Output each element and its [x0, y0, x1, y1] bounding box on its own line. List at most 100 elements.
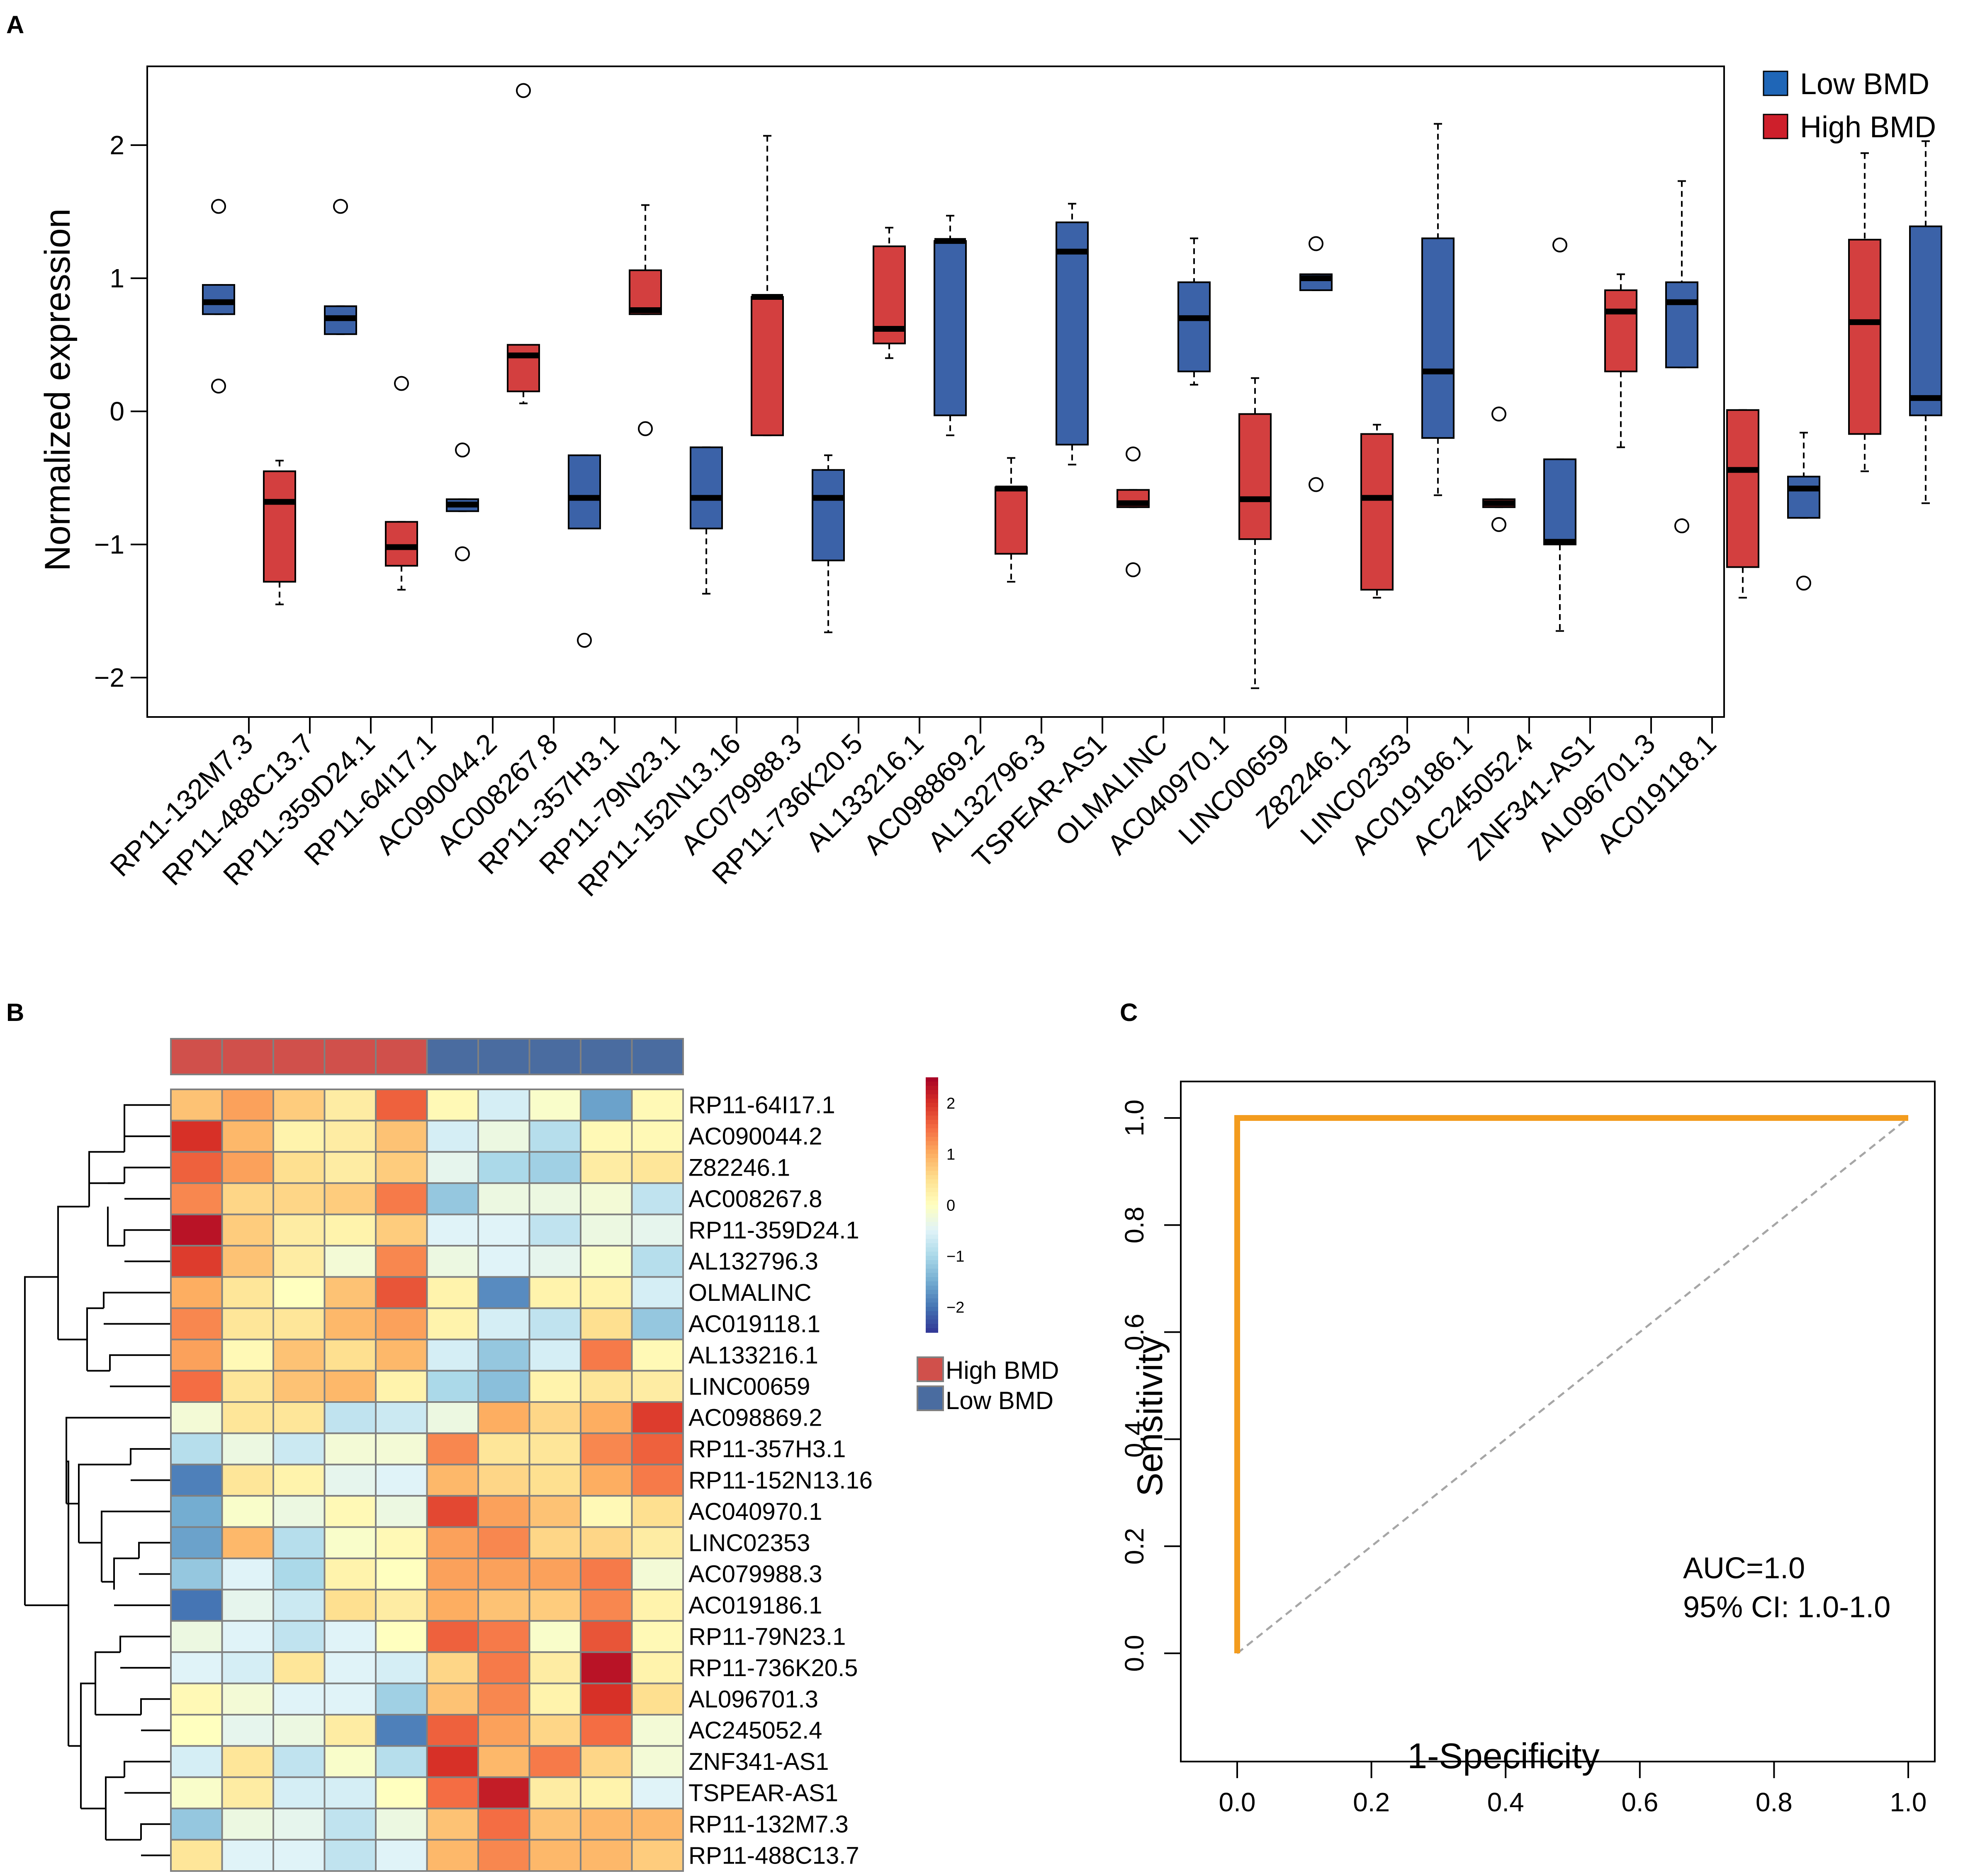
row-label: Z82246.1	[688, 1154, 790, 1181]
row-label: RP11-488C13.7	[688, 1842, 859, 1869]
dendrogram-branch	[66, 1417, 170, 1504]
heatmap-cell	[528, 1182, 581, 1215]
heatmap-cell	[375, 1432, 428, 1465]
heatmap-cell	[426, 1370, 479, 1403]
box-27	[1848, 152, 1881, 472]
heatmap-cell	[375, 1651, 428, 1684]
color-scale-step	[926, 1132, 938, 1137]
dendrogram-branch	[140, 1823, 170, 1840]
heatmap-cell	[375, 1463, 428, 1497]
color-scale-step	[926, 1094, 938, 1099]
legend-swatch-low	[1763, 70, 1788, 96]
box-body	[1909, 225, 1942, 416]
annotation-cell	[272, 1038, 326, 1075]
outlier-point	[1126, 446, 1141, 462]
legend-label-low-bmd: Low BMD	[946, 1387, 1053, 1414]
heatmap-cell	[631, 1432, 684, 1465]
y-ticks: −2 −1 0 1 2	[94, 130, 147, 693]
dendrogram-branch	[113, 1558, 139, 1590]
color-scale-step	[926, 1311, 938, 1316]
panel-label-b: B	[6, 999, 24, 1026]
box-4	[446, 442, 479, 561]
heatmap-cell	[528, 1745, 581, 1778]
row-label: AL132796.3	[688, 1248, 818, 1275]
box-body	[1604, 289, 1637, 372]
dendrogram-branch	[109, 1354, 170, 1371]
dendrogram-branch	[107, 1206, 124, 1247]
color-scale-step	[926, 1111, 938, 1116]
legend-label-high: High BMD	[1800, 111, 1936, 144]
heatmap-cell	[631, 1089, 684, 1122]
heatmap-cell	[580, 1526, 633, 1560]
heatmap-cell	[580, 1776, 633, 1810]
heatmap-cell	[631, 1495, 684, 1528]
box-body	[1238, 413, 1272, 540]
row-label: RP11-736K20.5	[688, 1655, 858, 1682]
heatmap-cell	[580, 1714, 633, 1747]
box-body	[812, 469, 845, 561]
heatmap-cell	[324, 1776, 377, 1810]
heatmap-cell	[170, 1495, 223, 1528]
heatmap-cell	[631, 1339, 684, 1372]
color-scale-step	[926, 1247, 938, 1252]
heatmap-cell	[221, 1714, 274, 1747]
roc-ticks: 0.0 0.0 0.2 0.2 0.4 0.4 0.6 0.6 0.8 0.8 1.0 1.0	[1119, 1100, 1927, 1817]
heatmap-cell	[375, 1495, 428, 1528]
heatmap-cell	[528, 1526, 581, 1560]
dendrogram-branch	[124, 1229, 170, 1246]
heatmap-cell	[528, 1120, 581, 1153]
heatmap-cell	[324, 1307, 377, 1341]
heatmap-cell	[170, 1089, 223, 1122]
heatmap-cell	[426, 1245, 479, 1278]
color-scale-label: 1	[946, 1146, 955, 1164]
y-tick-label: 0.8	[1119, 1207, 1149, 1244]
x-tick-label: 0.2	[1353, 1787, 1390, 1817]
box-15	[1117, 446, 1150, 577]
heatmap-cell	[580, 1370, 633, 1403]
heatmap-cells	[170, 1089, 684, 1872]
heatmap-cell	[426, 1089, 479, 1122]
row-label: AC245052.4	[688, 1717, 822, 1744]
heatmap-cell	[170, 1651, 223, 1684]
heatmap-cell	[631, 1589, 684, 1622]
heatmap-cell	[221, 1120, 274, 1153]
heatmap-cell	[580, 1682, 633, 1716]
color-scale-step	[926, 1192, 938, 1197]
heatmap-cell	[477, 1558, 530, 1591]
heatmap-cell	[580, 1839, 633, 1872]
x-tick-label: 0.4	[1487, 1787, 1524, 1817]
color-scale-label: 0	[946, 1197, 955, 1215]
heatmap-cell	[528, 1432, 581, 1465]
roc-y-label: Sensitivity	[1130, 1336, 1170, 1496]
row-label: AC019118.1	[688, 1311, 820, 1338]
box-1	[263, 459, 296, 605]
roc-x-label: 1-Specificity	[1407, 1736, 1600, 1776]
heatmap-cell	[272, 1745, 326, 1778]
color-scale-label: −1	[946, 1248, 964, 1266]
box-body	[1177, 281, 1211, 372]
row-label: TSPEAR-AS1	[688, 1780, 838, 1807]
box-body	[629, 269, 662, 315]
heatmap-cell	[375, 1776, 428, 1810]
box-5	[507, 83, 540, 404]
row-label: RP11-152N13.16	[688, 1467, 873, 1494]
heatmap-cell	[375, 1745, 428, 1778]
heatmap-cell	[170, 1839, 223, 1872]
heatmap-cell	[272, 1089, 326, 1122]
y-tick-label: 0.4	[1119, 1421, 1149, 1458]
color-scale-step	[926, 1145, 938, 1150]
y-tick-label: −2	[94, 663, 124, 693]
box-10	[812, 454, 845, 633]
color-scale-step	[926, 1315, 938, 1320]
heatmap-cell	[477, 1745, 530, 1778]
heatmap-cell	[221, 1089, 274, 1122]
heatmap-cell	[221, 1213, 274, 1247]
heatmap-cell	[631, 1401, 684, 1434]
color-scale-step	[926, 1098, 938, 1103]
heatmap-cell	[477, 1213, 530, 1247]
box-body	[690, 446, 723, 530]
heatmap-cell	[528, 1558, 581, 1591]
heatmap-cell	[631, 1370, 684, 1403]
color-scale-step	[926, 1103, 938, 1108]
color-scale-step	[926, 1107, 938, 1112]
